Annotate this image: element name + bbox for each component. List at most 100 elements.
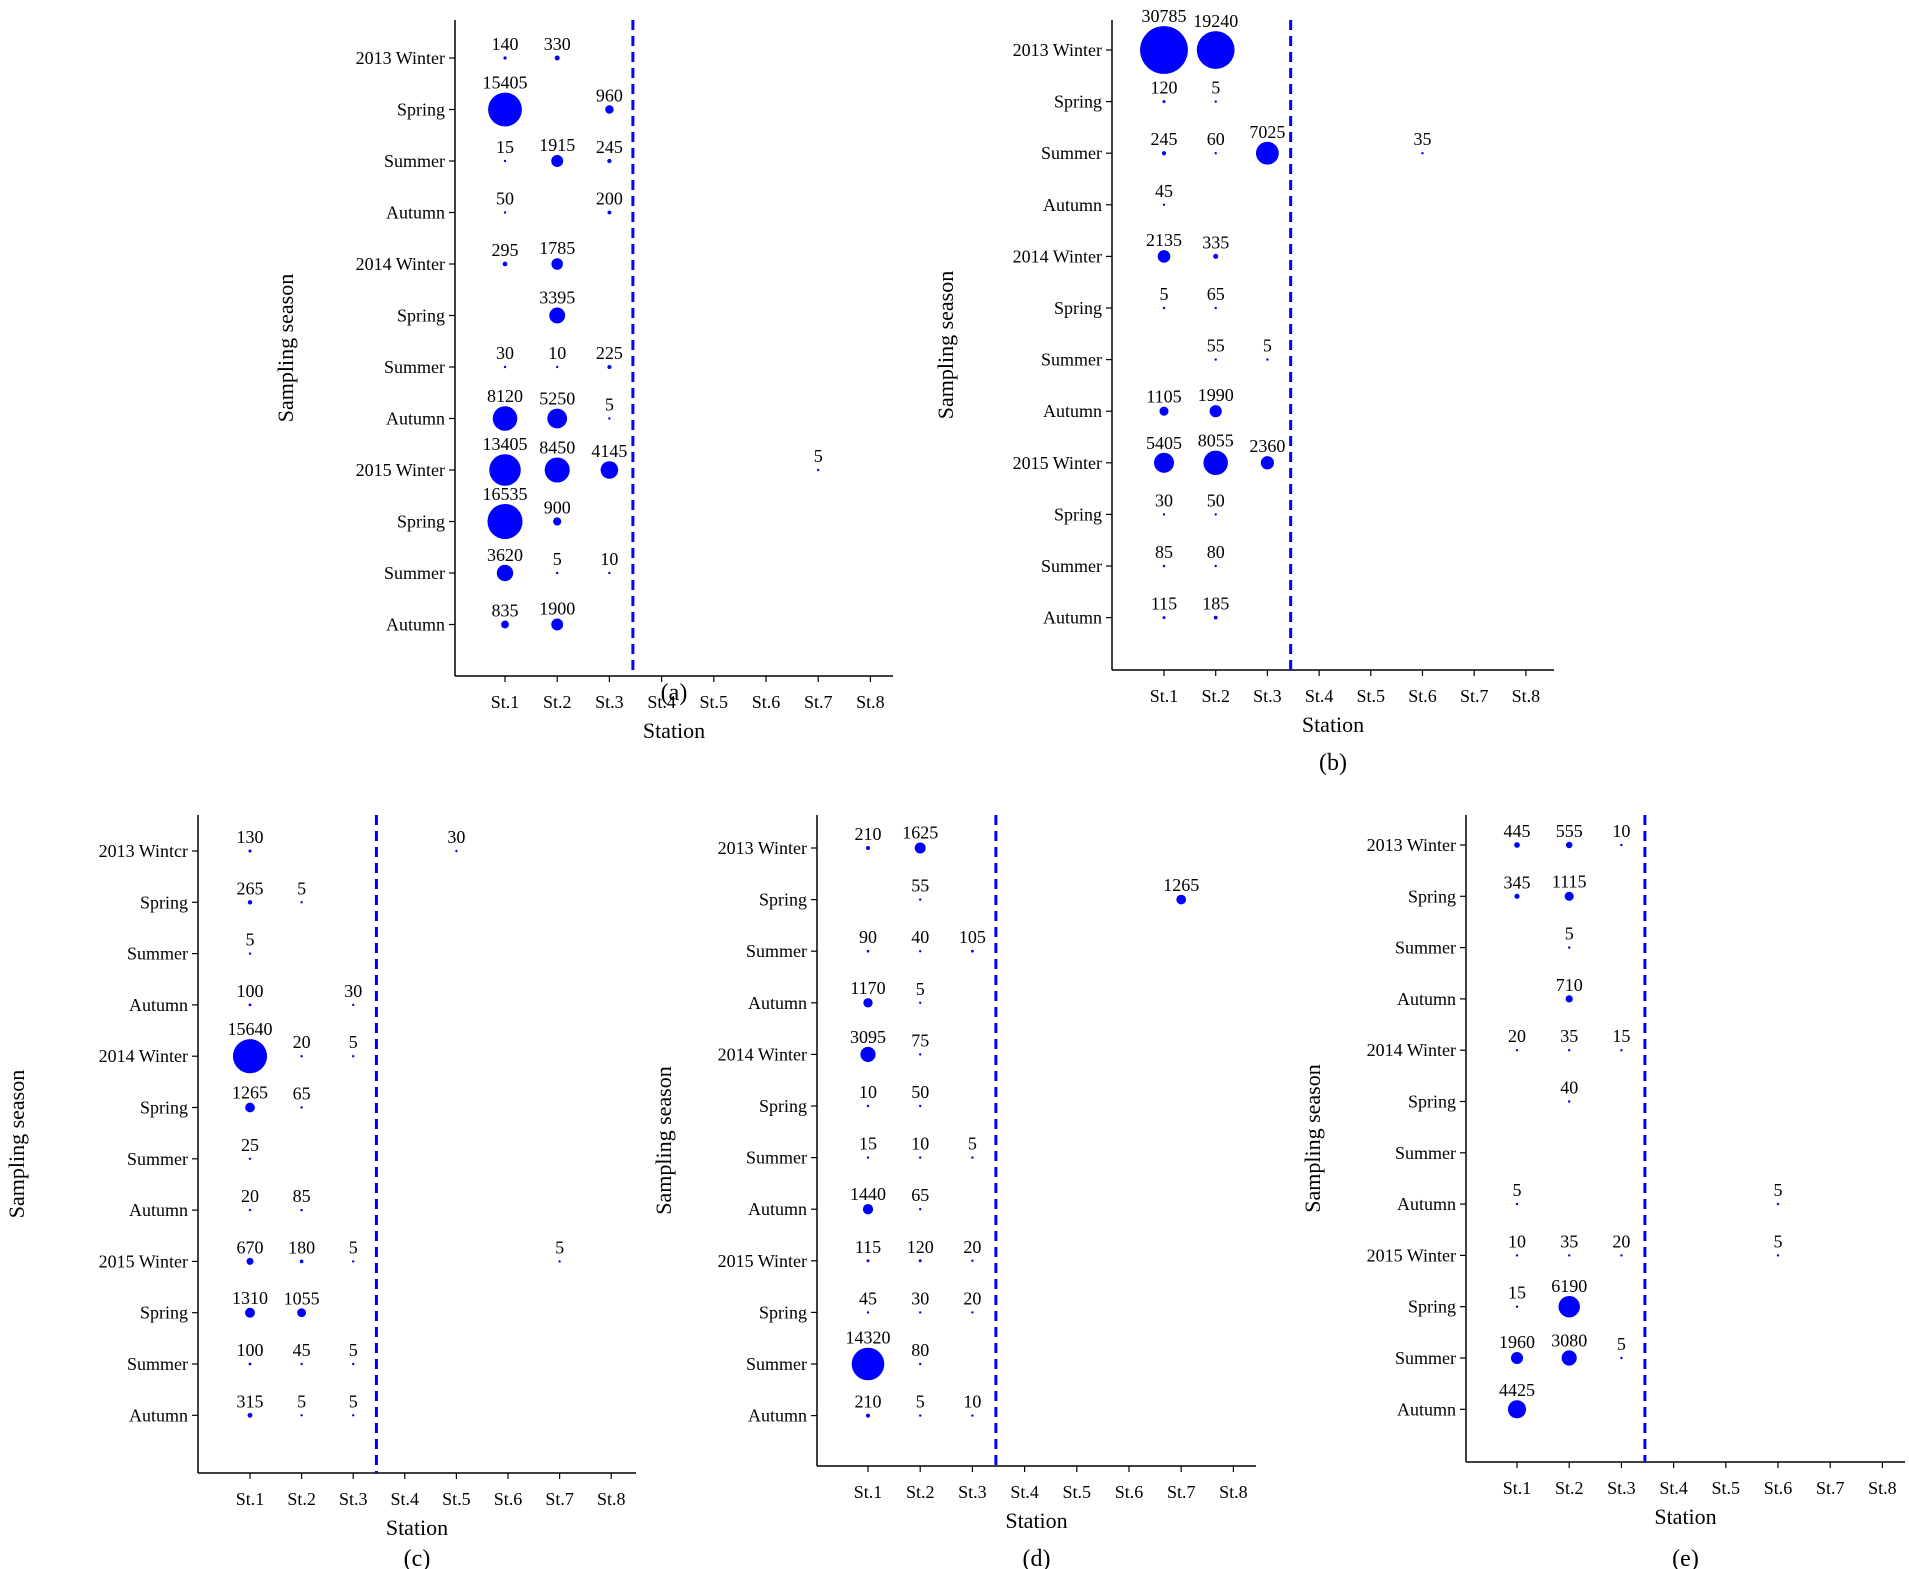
data-bubble [502,261,508,267]
data-label: 4425 [1499,1380,1535,1400]
panel-label: (b) [1319,750,1347,776]
y-axis-title: Sampling season [933,271,958,420]
y-tick-label: Summer [1041,350,1102,370]
data-bubble [1515,1305,1519,1308]
data-label: 295 [492,240,519,260]
data-label: 10 [548,343,566,363]
data-bubble [300,1055,303,1058]
y-tick-label: Summer [746,1148,807,1168]
data-label: 45 [859,1288,877,1308]
data-label: 5 [349,1237,358,1257]
data-label: 5 [297,878,306,898]
y-tick-label: Spring [1054,298,1102,318]
x-tick-label: St.3 [595,692,624,712]
data-bubble [246,1257,254,1265]
data-label: 20 [293,1032,311,1052]
y-tick-label: Summer [1395,1348,1456,1368]
data-bubble [553,517,562,526]
x-tick-label: St.5 [1712,1478,1741,1498]
data-label: 5 [1774,1180,1783,1200]
data-bubble [352,1003,355,1007]
data-bubble [608,417,611,420]
data-label: 5 [916,979,925,999]
data-label: 10 [1612,821,1630,841]
y-tick-label: Summer [127,1149,188,1169]
data-label: 210 [855,1392,882,1412]
data-label: 50 [911,1082,929,1102]
data-label: 3080 [1551,1330,1587,1350]
data-bubble [1162,616,1166,620]
y-tick-label: Autumn [1043,608,1102,628]
data-bubble [918,1259,922,1263]
data-bubble [300,1106,303,1109]
y-tick-label: Autumn [1397,1399,1456,1419]
data-label: 14320 [846,1328,891,1348]
y-tick-label: 2015 Winter [99,1251,188,1271]
y-tick-label: 2015 Winter [356,460,445,480]
data-label: 15640 [228,1019,273,1039]
data-bubble [866,1413,870,1418]
data-label: 30 [496,343,514,363]
x-tick-label: St.3 [1253,686,1282,706]
data-label: 19240 [1193,11,1238,31]
data-bubble [1203,450,1228,476]
x-tick-label: St.8 [597,1489,626,1509]
data-label: 5 [1617,1334,1626,1354]
y-tick-label: Autumn [129,1405,188,1425]
data-bubble [862,1204,874,1215]
data-label: 55 [1207,336,1225,356]
data-bubble [919,1104,922,1108]
data-bubble [551,618,564,631]
data-bubble [300,1208,303,1212]
data-label: 200 [596,189,623,209]
data-bubble [352,1260,355,1263]
data-bubble [1176,894,1187,905]
data-label: 960 [596,85,623,105]
y-tick-label: Autumn [1043,195,1102,215]
x-tick-label: St.4 [1305,686,1334,706]
data-bubble [600,461,619,479]
data-bubble [496,564,514,582]
data-label: 1055 [284,1288,320,1308]
data-label: 5 [349,1391,358,1411]
data-bubble [245,1307,255,1318]
data-bubble [1140,26,1188,74]
data-bubble [551,258,563,270]
y-tick-label: 2014 Winter [1367,1040,1456,1060]
y-tick-label: Summer [384,357,445,377]
data-bubble [1260,456,1275,470]
data-label: 30 [1155,490,1173,510]
data-bubble [605,105,614,114]
data-bubble [1510,1351,1524,1365]
data-bubble [352,1055,355,1058]
y-tick-label: Autumn [129,995,188,1015]
data-label: 80 [1207,542,1225,562]
data-bubble [558,1260,561,1263]
data-label: 10 [911,1134,929,1154]
data-label: 10 [1508,1231,1526,1251]
y-tick-label: Summer [746,1354,807,1374]
data-bubble [1209,405,1222,418]
data-bubble [1514,842,1520,848]
x-tick-label: St.5 [442,1489,471,1509]
x-tick-label: St.6 [1764,1478,1793,1498]
data-label: 30 [344,981,362,1001]
data-bubble [245,1102,255,1113]
y-tick-label: Summer [1041,556,1102,576]
data-label: 210 [855,824,882,844]
data-bubble [501,620,509,629]
data-bubble [1153,452,1175,473]
x-tick-label: St.3 [1607,1478,1636,1498]
data-label: 1900 [539,599,575,619]
data-bubble [919,950,922,953]
data-bubble [1564,891,1574,901]
x-tick-label: St.4 [1659,1478,1688,1498]
y-tick-label: Autumn [129,1200,188,1220]
y-tick-label: Summer [1395,938,1456,958]
data-label: 5 [968,1134,977,1154]
panel-label: (a) [661,680,688,706]
data-bubble [971,1259,974,1263]
data-label: 5 [349,1340,358,1360]
data-bubble [1561,1350,1577,1366]
data-label: 1625 [902,823,938,843]
